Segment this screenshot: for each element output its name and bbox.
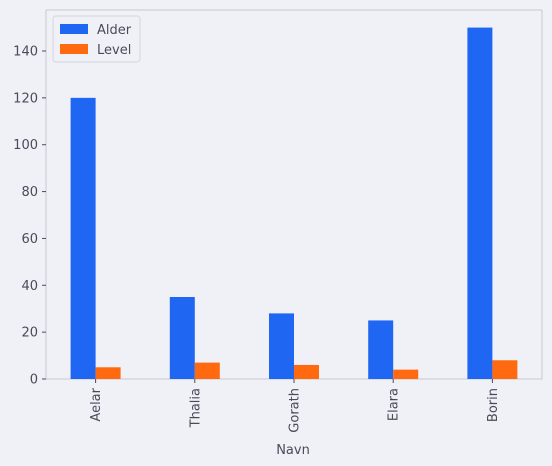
y-tick-label: 100 (13, 138, 38, 153)
bar-alder-gorath (269, 313, 294, 379)
y-tick-label: 140 (13, 45, 38, 60)
y-tick-label: 80 (21, 185, 38, 200)
legend: Alder Level (53, 16, 140, 62)
x-tick-label-borin: Borin (486, 388, 501, 422)
bar-level-thalia (195, 363, 220, 379)
legend-label-alder: Alder (97, 23, 132, 38)
bar-alder-thalia (170, 297, 195, 379)
x-tick-label-aelar: Aelar (89, 387, 104, 421)
x-tick-label-gorath: Gorath (288, 388, 303, 433)
x-tick-label-elara: Elara (387, 388, 402, 421)
x-tick-label-thalia: Thalia (188, 388, 203, 428)
y-tick-label: 120 (13, 91, 38, 106)
legend-swatch-level (60, 44, 88, 54)
bar-alder-borin (467, 28, 492, 379)
y-tick-label: 0 (30, 373, 38, 388)
legend-swatch-alder (60, 24, 88, 34)
bar-alder-aelar (71, 98, 96, 379)
x-axis-label: Navn (276, 443, 310, 458)
legend-label-level: Level (97, 43, 131, 58)
y-tick-label: 20 (21, 326, 38, 341)
bar-level-borin (492, 360, 517, 379)
y-tick-label: 60 (21, 232, 38, 247)
bar-level-elara (393, 370, 418, 379)
bar-level-aelar (96, 367, 121, 379)
x-axis: Aelar Thalia Gorath Elara Borin (89, 379, 501, 433)
bar-alder-elara (368, 320, 393, 379)
y-tick-label: 40 (21, 279, 38, 294)
bar-level-gorath (294, 365, 319, 379)
y-axis: 0 20 40 60 80 100 120 140 (13, 45, 46, 388)
